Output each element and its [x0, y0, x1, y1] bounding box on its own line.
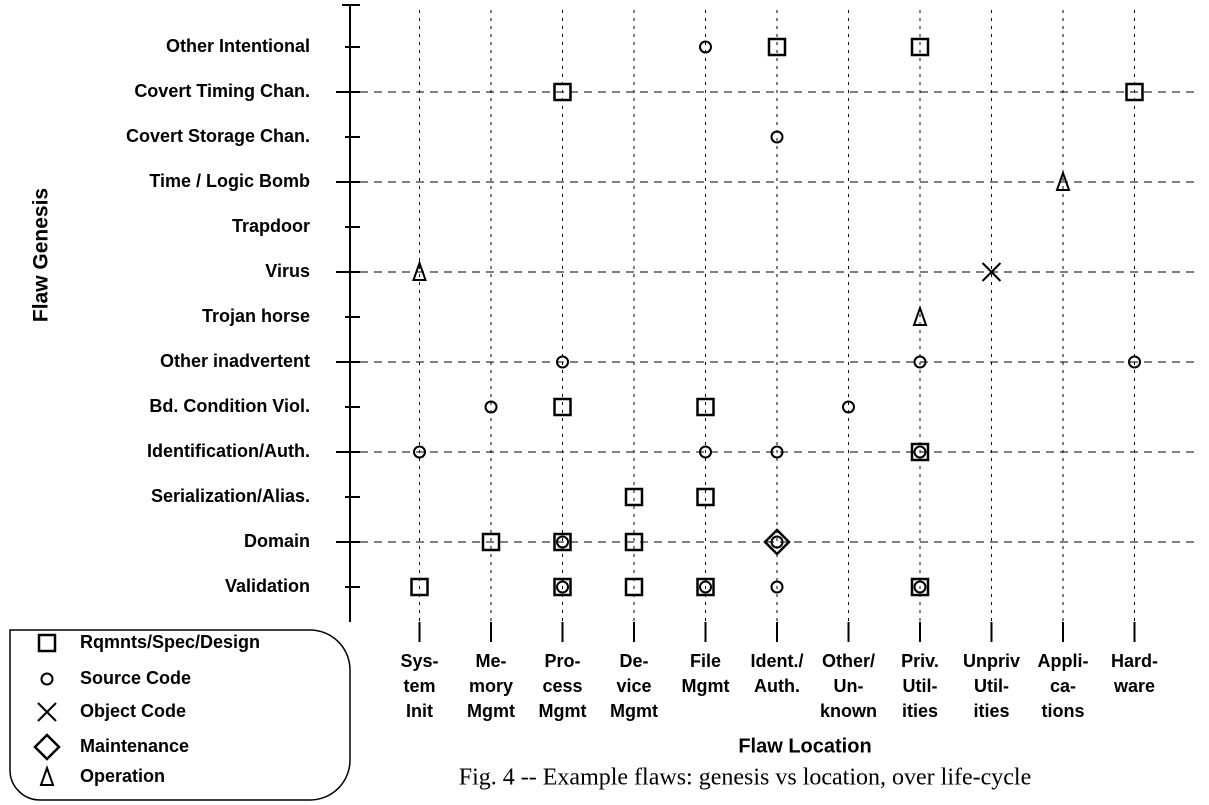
x-tick-label: Un-	[834, 676, 864, 696]
legend-marker	[39, 764, 55, 786]
legend-box	[9, 629, 351, 801]
point	[1128, 355, 1141, 369]
point	[410, 577, 429, 597]
point	[767, 37, 787, 57]
y-tick-label: Domain	[244, 531, 310, 551]
y-tick-label: Validation	[225, 576, 310, 596]
x-tick-label: ities	[902, 701, 938, 721]
x-tick-label: vice	[616, 676, 651, 696]
point	[913, 580, 927, 594]
x-tick-label: Mgmt	[467, 701, 515, 721]
legend-marker	[40, 672, 54, 686]
x-tick-label: tions	[1042, 701, 1085, 721]
x-tick-label: known	[820, 701, 877, 721]
x-tick-label: Hard-	[1111, 651, 1158, 671]
legend-marker	[33, 733, 61, 761]
point	[913, 445, 927, 459]
x-tick-label: Appli-	[1038, 651, 1089, 671]
point	[624, 577, 644, 597]
y-tick-label: Time / Logic Bomb	[149, 171, 310, 191]
x-tick-label: Unpriv	[963, 651, 1020, 671]
legend-label: Object Code	[80, 701, 186, 721]
x-tick-label: Me-	[476, 651, 507, 671]
point	[699, 580, 712, 594]
point	[699, 445, 712, 459]
x-tick-label: Pro-	[545, 651, 581, 671]
y-tick-label: Other Intentional	[166, 36, 310, 56]
x-tick-label: Other/	[822, 651, 875, 671]
point	[553, 82, 572, 102]
y-tick-label: Bd. Condition Viol.	[149, 396, 310, 416]
x-tick-label: Mgmt	[682, 676, 730, 696]
x-axis-label: Flaw Location	[738, 735, 871, 757]
point	[553, 577, 572, 597]
x-tick-label: ca-	[1050, 676, 1076, 696]
y-tick-label: Covert Timing Chan.	[134, 81, 310, 101]
x-tick-label: ware	[1113, 676, 1155, 696]
point	[913, 355, 927, 369]
point	[696, 487, 715, 507]
x-tick-label: Ident./	[751, 651, 804, 671]
point	[556, 535, 569, 549]
point	[412, 259, 427, 281]
legend-label: Maintenance	[80, 736, 189, 756]
point	[910, 442, 930, 462]
x-tick-label: tem	[403, 676, 435, 696]
x-tick-label: Sys-	[400, 651, 438, 671]
point	[770, 535, 784, 549]
y-tick-label: Covert Storage Chan.	[126, 126, 310, 146]
point	[1125, 82, 1144, 102]
x-tick-label: cess	[542, 676, 582, 696]
x-tick-label: Util-	[974, 676, 1009, 696]
point	[770, 580, 784, 594]
point	[556, 355, 569, 369]
point	[556, 580, 569, 594]
y-tick-label: Serialization/Alias.	[151, 486, 310, 506]
point	[553, 397, 572, 417]
y-axis-label: Flaw Genesis	[30, 188, 53, 322]
point	[910, 577, 930, 597]
y-tick-label: Virus	[265, 261, 310, 281]
x-tick-label: Priv.	[901, 651, 939, 671]
point	[553, 532, 572, 552]
point	[413, 445, 426, 459]
point	[1055, 169, 1071, 191]
x-tick-label: File	[690, 651, 721, 671]
x-tick-label: Mgmt	[610, 701, 658, 721]
legend-marker	[37, 702, 57, 722]
y-tick-label: Trojan horse	[202, 306, 310, 326]
point	[842, 400, 855, 414]
point	[481, 532, 501, 552]
y-tick-label: Trapdoor	[232, 216, 310, 236]
point	[770, 130, 784, 144]
point	[624, 532, 644, 552]
legend-marker	[37, 633, 57, 653]
legend-label: Rqmnts/Spec/Design	[80, 632, 260, 652]
x-tick-label: Util-	[903, 676, 938, 696]
point	[763, 528, 791, 556]
x-tick-label: Mgmt	[539, 701, 587, 721]
point	[912, 304, 928, 326]
point	[484, 400, 498, 414]
point	[696, 577, 715, 597]
legend-label: Operation	[80, 766, 165, 786]
point	[699, 40, 712, 54]
y-tick-label: Identification/Auth.	[147, 441, 310, 461]
x-tick-label: mory	[469, 676, 513, 696]
x-tick-label: ities	[973, 701, 1009, 721]
caption: Fig. 4 -- Example flaws: genesis vs loca…	[459, 765, 1032, 791]
point	[770, 445, 784, 459]
x-tick-label: Init	[406, 701, 433, 721]
x-tick-label: De-	[619, 651, 648, 671]
point	[910, 37, 930, 57]
x-tick-label: Auth.	[754, 676, 800, 696]
legend-label: Source Code	[80, 668, 191, 688]
point	[696, 397, 715, 417]
point	[624, 487, 644, 507]
y-tick-label: Other inadvertent	[160, 351, 310, 371]
point	[981, 262, 1002, 282]
